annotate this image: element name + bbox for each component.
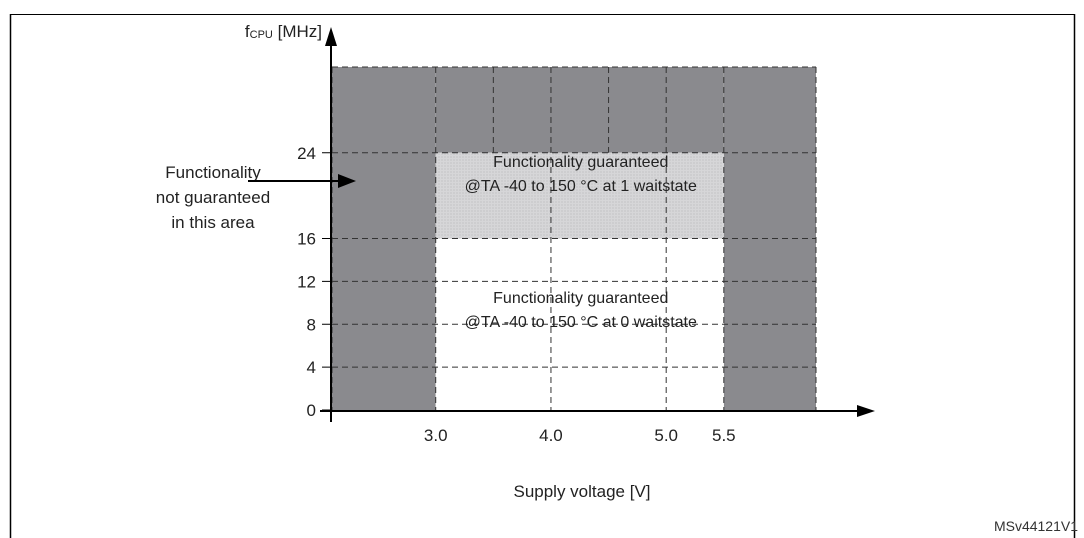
y-tick-label-1: 4 [307, 358, 316, 377]
y-tick-label-3: 12 [297, 272, 316, 291]
annotation: Functionality not guaranteed in this are… [156, 163, 356, 232]
region-label-guaranteed-1-waitstate-0: Functionality guaranteed [493, 154, 668, 171]
annotation-line-3: in this area [171, 213, 255, 232]
x-tick-label-3: 5.5 [712, 426, 736, 445]
figure-id: MSv44121V1 [993, 518, 1078, 534]
y-axis-label-main: f [245, 22, 250, 41]
y-tick-label-2: 8 [307, 315, 316, 334]
axes-layer [320, 27, 875, 422]
region-guaranteed-1-waitstate [435, 152, 724, 239]
region-label-guaranteed-1-waitstate-1: @TA -40 to 150 °C at 1 waitstate [465, 178, 697, 195]
x-axis-label: Supply voltage [V] [513, 482, 650, 501]
y-axis-label-unit-text: [MHz] [278, 22, 322, 41]
y-tick-label-5: 24 [297, 144, 316, 163]
ticks-layer: 0 4 8 12 16 24 3.0 4.0 5.0 5.5 [297, 144, 736, 445]
region-not-guaranteed-high-frequency [435, 67, 724, 153]
labels-layer: Functionality guaranteed @TA -40 to 150 °… [465, 154, 697, 331]
annotation-line-1: Functionality [165, 163, 261, 182]
x-axis-arrowhead [857, 405, 875, 417]
region-label-guaranteed-0-waitstate-1: @TA -40 to 150 °C at 0 waitstate [465, 314, 697, 331]
x-tick-label-0: 3.0 [424, 426, 448, 445]
x-tick-label-2: 5.0 [654, 426, 678, 445]
y-axis-label-sub: CPU [250, 29, 273, 41]
y-axis-label: fCPU [MHz] [245, 22, 322, 41]
annotation-arrowhead [338, 174, 356, 188]
annotation-line-2: not guaranteed [156, 188, 270, 207]
region-not-guaranteed-high-voltage [723, 67, 816, 410]
region-label-guaranteed-0-waitstate-0: Functionality guaranteed [493, 290, 668, 307]
y-tick-label-4: 16 [297, 230, 316, 249]
y-axis-arrowhead [325, 27, 337, 46]
x-tick-label-1: 4.0 [539, 426, 563, 445]
y-tick-label-0: 0 [307, 401, 316, 420]
